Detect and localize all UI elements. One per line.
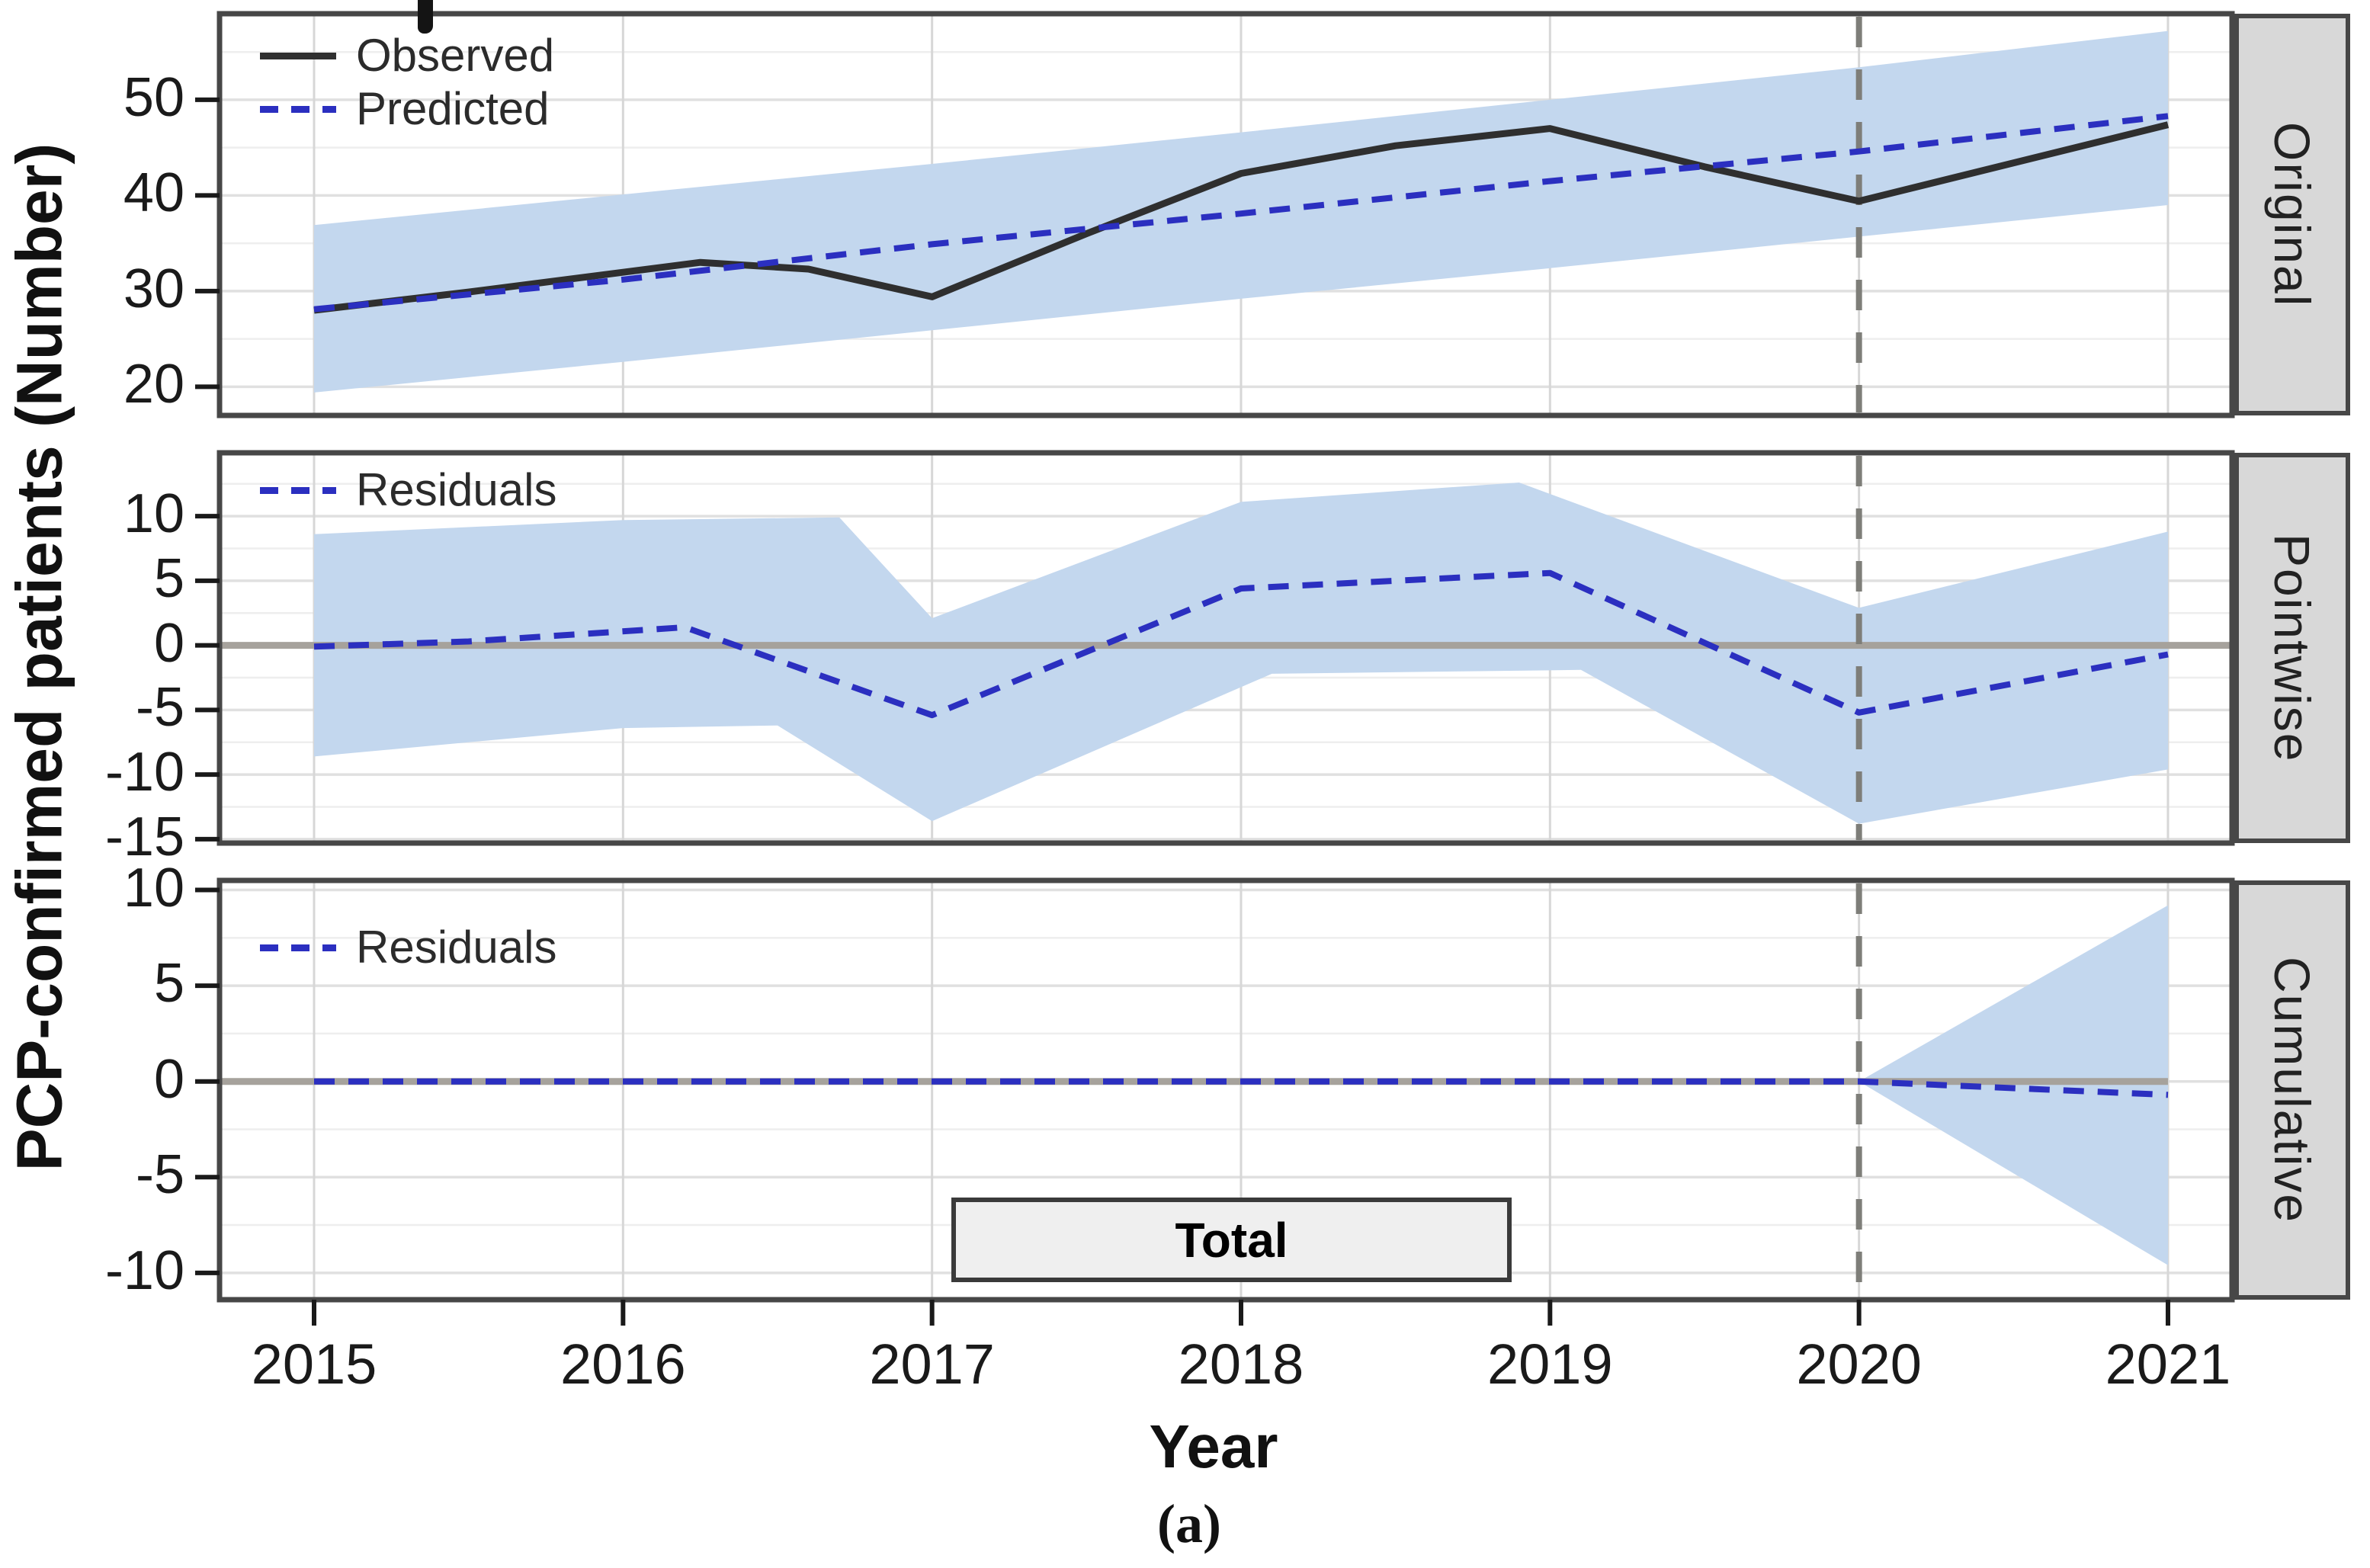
y-tick-label: -10 (104, 742, 184, 803)
legend-label-residuals: Residuals (356, 922, 557, 973)
y-tick-label: 5 (153, 547, 184, 609)
legend-item-residuals: Residuals (260, 463, 556, 517)
confidence-band (314, 483, 2168, 824)
y-tick-label: -10 (104, 1239, 184, 1301)
x-tick-label: 2020 (1796, 1332, 1922, 1396)
panel-pointwise (195, 450, 2235, 846)
residuals-line (313, 569, 2169, 719)
residuals-line-swatch (260, 486, 336, 494)
predicted-line-swatch (260, 105, 336, 113)
y-tick-label: 5 (153, 953, 184, 1015)
residuals-line (314, 1078, 2169, 1098)
x-axis-title: Year (1149, 1412, 1278, 1480)
x-tick-label: 2019 (1487, 1332, 1613, 1396)
legend-label-observed: Observed (356, 30, 555, 81)
y-tick-label: -15 (104, 806, 184, 868)
legend-label-residuals: Residuals (356, 464, 557, 515)
x-tick-label: 2015 (251, 1332, 377, 1396)
facet-strip-pointwise: Pointwise (2234, 453, 2350, 843)
legend-cumulative: Residuals (260, 921, 556, 974)
legend-label-predicted: Predicted (356, 83, 550, 134)
panel-original (195, 11, 2235, 418)
x-tick-label: 2021 (2105, 1332, 2231, 1396)
facet-strip-label: Original (2264, 121, 2320, 308)
total-annotation-label: Total (1175, 1212, 1288, 1268)
y-tick-label: 0 (153, 1048, 184, 1110)
x-tick-label: 2016 (560, 1332, 686, 1396)
x-tick-label: 2018 (1178, 1332, 1304, 1396)
legend-item-observed: Observed (260, 29, 554, 82)
y-tick-label: 10 (123, 857, 184, 919)
residuals-line-swatch (260, 944, 336, 951)
facet-strip-cumulative: Cumulative (2234, 880, 2350, 1300)
y-tick-label: 30 (123, 258, 184, 319)
observed-line-swatch (260, 52, 336, 59)
legend-pointwise: Residuals (260, 463, 556, 517)
legend-original: Observed Predicted (260, 29, 554, 136)
panel-border (216, 877, 2235, 1303)
y-tick-label: -5 (135, 1144, 184, 1206)
figure-caption-label: (a) (1157, 1493, 1221, 1554)
cropped-text-artifact (418, 0, 433, 34)
predicted-line (313, 113, 2169, 313)
observed-line (313, 121, 2170, 314)
y-tick-label: 10 (123, 483, 184, 545)
y-tick-label: 0 (153, 612, 184, 674)
facet-strip-label: Cumulative (2264, 956, 2320, 1224)
panel-cumulative (195, 877, 2235, 1303)
y-tick-label: 20 (123, 354, 184, 415)
legend-item-residuals: Residuals (260, 921, 556, 974)
facet-strip-label: Pointwise (2264, 533, 2320, 763)
panel-border (216, 11, 2235, 418)
y-tick-label: 50 (123, 67, 184, 129)
legend-item-predicted: Predicted (260, 82, 554, 136)
total-annotation-box: Total (951, 1198, 1512, 1282)
y-tick-label: 40 (123, 162, 184, 224)
x-tick-label: 2017 (869, 1332, 995, 1396)
facet-strip-original: Original (2234, 14, 2350, 415)
y-tick-label: -5 (135, 677, 184, 739)
panel-border (216, 450, 2235, 846)
